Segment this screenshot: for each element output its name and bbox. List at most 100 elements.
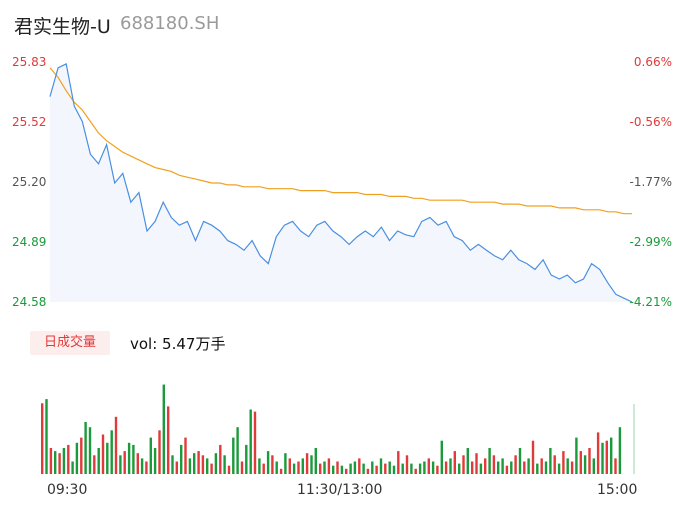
volume-bar <box>431 461 435 474</box>
volume-bar <box>80 437 83 474</box>
volume-bar <box>379 458 383 474</box>
volume-bar <box>54 451 57 474</box>
volume-bar <box>527 458 530 474</box>
volume-bar <box>596 432 600 474</box>
volume-bar <box>323 461 326 474</box>
volume-bar <box>149 437 152 474</box>
volume-bar <box>180 444 183 474</box>
volume-bar <box>605 440 608 474</box>
x-tick-midday: 11:30/13:00 <box>297 482 383 498</box>
volume-bar <box>75 442 79 474</box>
volume-bar <box>45 399 48 474</box>
volume-bar <box>245 444 248 474</box>
volume-bar <box>484 458 487 474</box>
volume-bar <box>49 448 53 474</box>
volume-bar <box>140 458 144 474</box>
volume-bar <box>475 453 478 474</box>
y-tick-left-5: 24.58 <box>12 295 47 309</box>
volume-bar <box>414 468 417 474</box>
volume-bar <box>497 461 500 474</box>
volume-bar <box>401 463 404 474</box>
volume-bar <box>458 463 461 474</box>
volume-bar <box>284 453 287 474</box>
volume-bar <box>384 463 387 474</box>
volume-bar <box>97 448 100 474</box>
volume-bar <box>557 463 561 474</box>
volume-bar <box>471 461 474 474</box>
volume-bar <box>119 455 122 474</box>
volume-bar <box>444 461 448 474</box>
volume-bar <box>310 455 313 474</box>
volume-bar <box>227 465 231 474</box>
volume-bar <box>171 455 174 474</box>
volume-bar <box>583 455 587 474</box>
volume-bar <box>258 458 261 474</box>
volume-bar <box>440 440 443 474</box>
volume-bar <box>184 437 187 474</box>
volume-bar <box>327 458 331 474</box>
average-price-line <box>49 67 632 215</box>
volume-bar <box>153 448 157 474</box>
volume-bar <box>340 465 344 474</box>
volume-bar <box>466 448 469 474</box>
volume-bar <box>531 440 535 474</box>
volume-bar <box>388 461 391 474</box>
volume-bar <box>101 434 105 474</box>
volume-bar <box>332 465 335 474</box>
volume-bar <box>449 458 452 474</box>
y-tick-right-3: -1.77% <box>629 175 672 189</box>
volume-bar <box>375 465 378 474</box>
volume-bar <box>132 444 135 474</box>
volume-bar <box>562 451 565 474</box>
volume-bar <box>210 463 213 474</box>
volume-bar <box>514 455 517 474</box>
volume-bar <box>297 461 300 474</box>
volume-bar <box>232 437 235 474</box>
volume-bar <box>336 461 339 474</box>
volume-bar <box>371 461 374 474</box>
volume-bar <box>162 384 165 474</box>
volume-bar <box>136 453 139 474</box>
volume-bar <box>279 468 283 474</box>
volume-bar <box>366 468 370 474</box>
volume-bar <box>319 463 322 474</box>
volume-bar <box>214 453 218 474</box>
volume-bar <box>71 461 74 474</box>
volume-bar <box>418 463 422 474</box>
y-tick-left-3: 25.20 <box>12 175 47 189</box>
volume-bar <box>262 463 265 474</box>
volume-bar <box>410 463 413 474</box>
volume-bar <box>353 461 357 474</box>
volume-bar <box>305 453 309 474</box>
volume-bar <box>566 458 569 474</box>
volume-bar <box>88 427 92 474</box>
volume-bar <box>462 455 465 474</box>
volume-bar <box>67 444 70 474</box>
volume-bar <box>392 465 396 474</box>
volume-bar <box>488 448 491 474</box>
volume-bar <box>249 409 252 474</box>
volume-bar <box>523 461 526 474</box>
stock-name: 君实生物-U <box>14 16 111 38</box>
x-tick-open: 09:30 <box>47 482 88 498</box>
volume-bar <box>610 437 613 474</box>
volume-bar <box>427 458 430 474</box>
volume-bar <box>544 461 548 474</box>
volume-bar <box>314 448 317 474</box>
volume-bar <box>193 453 196 474</box>
y-tick-right-1: 0.66% <box>633 55 672 69</box>
volume-bar <box>62 448 66 474</box>
volume-bar <box>188 458 192 474</box>
volume-bar <box>175 461 178 474</box>
volume-bar <box>266 451 270 474</box>
y-tick-left-2: 25.52 <box>12 115 47 129</box>
volume-bar <box>145 461 148 474</box>
volume-bar <box>292 463 296 474</box>
volume-bar <box>501 458 504 474</box>
volume-bar <box>240 461 244 474</box>
volume-bar <box>41 403 44 474</box>
volume-bar <box>510 461 513 474</box>
volume-value: vol: 5.47万手 <box>130 335 226 353</box>
volume-bar <box>397 451 400 474</box>
volume-bar <box>592 458 595 474</box>
